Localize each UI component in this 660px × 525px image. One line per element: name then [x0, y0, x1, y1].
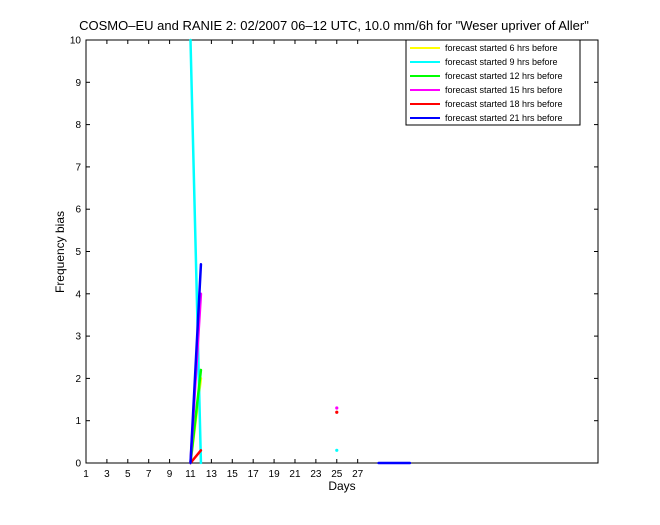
x-tick-label: 7 — [146, 469, 152, 480]
legend-label: forecast started 6 hrs before — [445, 43, 558, 53]
y-ticks: 0 1 2 3 4 5 6 7 8 9 10 — [70, 36, 598, 470]
x-tick-label: 27 — [352, 469, 364, 480]
x-tick-label: 19 — [269, 469, 281, 480]
x-ticks: 1 3 5 7 9 11 13 15 17 19 21 23 25 27 — [83, 40, 364, 480]
y-tick-label: 6 — [75, 205, 81, 216]
chart-title: COSMO–EU and RANIE 2: 02/2007 06–12 UTC,… — [79, 18, 589, 33]
x-axis-label: Days — [328, 479, 355, 493]
y-tick-label: 10 — [70, 36, 82, 47]
series-5-segment — [189, 449, 203, 465]
y-tick-label: 4 — [75, 289, 81, 300]
y-tick-label: 5 — [75, 247, 81, 258]
y-tick-label: 2 — [75, 374, 81, 385]
legend-label: forecast started 12 hrs before — [445, 71, 563, 81]
y-tick-label: 1 — [75, 416, 81, 427]
legend: forecast started 6 hrs before forecast st… — [405, 39, 581, 126]
series-6 — [189, 262, 412, 465]
legend-label: forecast started 21 hrs before — [445, 113, 563, 123]
y-tick-label: 0 — [75, 459, 81, 470]
x-tick-label: 3 — [104, 469, 110, 480]
legend-label: forecast started 15 hrs before — [445, 85, 563, 95]
x-tick-label: 25 — [331, 469, 343, 480]
series-5 — [189, 410, 339, 465]
series-5-point — [335, 410, 339, 414]
x-tick-label: 15 — [227, 469, 239, 480]
legend-box — [405, 39, 581, 126]
x-tick-label: 23 — [310, 469, 322, 480]
legend-label: forecast started 9 hrs before — [445, 57, 558, 67]
y-tick-label: 8 — [75, 120, 81, 131]
series-6-segment — [189, 262, 203, 465]
x-tick-label: 13 — [206, 469, 218, 480]
x-tick-label: 9 — [167, 469, 173, 480]
x-tick-label: 11 — [185, 469, 196, 480]
y-tick-label: 9 — [75, 78, 81, 89]
series-group — [189, 38, 412, 465]
series-2-point — [335, 448, 339, 452]
y-axis-label: Frequency bias — [53, 211, 67, 293]
legend-items: forecast started 6 hrs before forecast st… — [410, 43, 563, 123]
x-tick-label: 1 — [83, 469, 89, 480]
x-tick-label: 5 — [125, 469, 131, 480]
legend-label: forecast started 18 hrs before — [445, 99, 563, 109]
y-tick-label: 7 — [75, 162, 81, 173]
series-4-point — [335, 406, 339, 410]
x-tick-label: 21 — [289, 469, 301, 480]
x-tick-label: 17 — [248, 469, 260, 480]
y-tick-label: 3 — [75, 332, 81, 343]
